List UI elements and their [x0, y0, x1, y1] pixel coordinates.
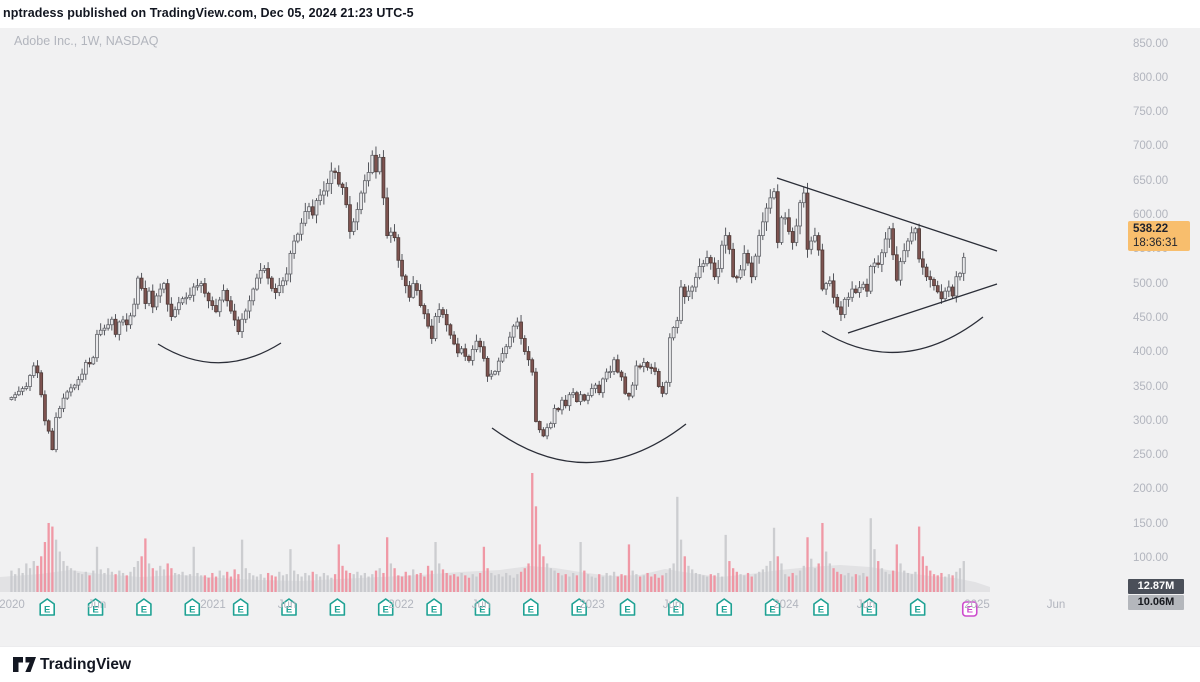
svg-text:E: E: [673, 605, 679, 616]
svg-text:E: E: [383, 605, 389, 616]
price-axis-label: 850.00: [1133, 37, 1169, 50]
time-axis-label: Jun: [87, 599, 107, 611]
svg-text:E: E: [576, 605, 582, 616]
drawing-ascending-support[interactable]: [847, 283, 998, 334]
earnings-marker[interactable]: E: [861, 598, 878, 616]
earnings-marker[interactable]: E: [474, 598, 491, 616]
time-axis-label: 2024: [773, 599, 799, 611]
price-axis-label: 400.00: [1133, 346, 1169, 359]
price-axis-label: 800.00: [1133, 71, 1169, 84]
drawing-base-arc-2020-2021[interactable]: [157, 342, 282, 364]
trendline-drawings[interactable]: [157, 177, 998, 464]
time-axis-label: 2025: [964, 599, 990, 611]
price-axis-label: 100.00: [1133, 552, 1169, 564]
price-axis-label: 600.00: [1133, 209, 1169, 221]
time-axis-label: Jun: [1046, 599, 1066, 611]
svg-text:E: E: [818, 605, 824, 616]
svg-text:E: E: [189, 605, 195, 616]
earnings-marker[interactable]: E: [329, 598, 346, 616]
price-axis-label: 250.00: [1133, 449, 1169, 462]
earnings-marker[interactable]: E: [764, 598, 781, 616]
attribution-bar: nptradess published on TradingView.com, …: [0, 0, 1200, 28]
svg-text:E: E: [431, 605, 437, 616]
time-axis-label: Jun: [471, 599, 491, 611]
price-axis-label: 650.00: [1133, 174, 1169, 187]
chart-area[interactable]: Adobe Inc., 1W, NASDAQ: [0, 28, 1200, 646]
price-axis-label: 300.00: [1133, 414, 1169, 427]
time-axis-label: 2021: [200, 599, 226, 611]
time-axis-label: 2023: [579, 599, 605, 611]
svg-text:E: E: [866, 605, 872, 616]
svg-text:E: E: [967, 605, 973, 616]
time-axis-label: Jun: [856, 599, 876, 611]
svg-text:E: E: [721, 605, 727, 616]
earnings-marker[interactable]: E: [716, 598, 733, 616]
earnings-marker[interactable]: E: [377, 598, 394, 616]
candles: [9, 146, 966, 453]
svg-text:E: E: [769, 605, 775, 616]
tradingview-logo-icon[interactable]: [13, 657, 37, 673]
time-axis-label: 2022: [388, 599, 414, 611]
time-axis-label: Jun: [662, 599, 682, 611]
svg-text:E: E: [528, 605, 534, 616]
price-axis-label: 150.00: [1133, 517, 1169, 530]
svg-text:E: E: [237, 605, 243, 616]
earnings-marker[interactable]: E: [87, 598, 104, 616]
drawing-base-arc-2022-2023[interactable]: [491, 423, 687, 464]
earnings-marker[interactable]: E: [281, 598, 297, 616]
drawing-base-arc-2024[interactable]: [821, 316, 984, 354]
earnings-marker[interactable]: E: [184, 598, 201, 616]
earnings-marker[interactable]: E: [523, 598, 539, 616]
svg-text:E: E: [141, 605, 147, 616]
drawing-descending-resistance[interactable]: [776, 177, 998, 252]
earnings-marker[interactable]: E: [232, 598, 249, 616]
footer: TradingView: [0, 646, 1200, 682]
price-axis-label: 750.00: [1133, 106, 1169, 119]
earnings-marker[interactable]: E: [39, 598, 55, 616]
price-axis-label: 700.00: [1133, 140, 1169, 153]
tradingview-brand-text[interactable]: TradingView: [40, 656, 132, 673]
svg-text:E: E: [92, 605, 98, 616]
last-price-value: 538.22: [1133, 223, 1169, 235]
volume-value-badge: 12.87M: [1128, 579, 1184, 594]
svg-text:E: E: [915, 605, 921, 616]
last-price-badge: 538.22 18:36:31: [1128, 221, 1190, 251]
price-axis-label: 450.00: [1133, 311, 1169, 324]
svg-text:E: E: [44, 605, 50, 616]
earnings-marker[interactable]: E: [571, 598, 587, 616]
svg-text:E: E: [286, 605, 292, 616]
price-axis-label: 500.00: [1133, 277, 1169, 290]
chart-title: Adobe Inc., 1W, NASDAQ: [14, 34, 159, 48]
svg-text:E: E: [334, 605, 340, 616]
bar-countdown: 18:36:31: [1133, 237, 1178, 249]
volume-ma-badge: 10.06M: [1128, 595, 1184, 610]
price-axis-label: 350.00: [1133, 380, 1169, 393]
earnings-marker[interactable]: E: [426, 598, 442, 616]
volume-bars: [10, 473, 965, 592]
time-axis-label: 2020: [0, 599, 25, 611]
earnings-marker[interactable]: E: [619, 598, 636, 616]
time-axis-label: Jun: [277, 599, 297, 611]
earnings-marker-upcoming[interactable]: E: [961, 601, 978, 617]
svg-text:E: E: [479, 605, 485, 616]
earnings-marker[interactable]: E: [668, 598, 684, 616]
svg-text:E: E: [624, 605, 630, 616]
price-axis-label: 200.00: [1133, 483, 1169, 496]
earnings-marker[interactable]: E: [909, 598, 926, 616]
earnings-marker[interactable]: E: [136, 598, 152, 616]
earnings-marker[interactable]: E: [813, 598, 829, 616]
attribution-text: nptradess published on TradingView.com, …: [3, 6, 414, 20]
